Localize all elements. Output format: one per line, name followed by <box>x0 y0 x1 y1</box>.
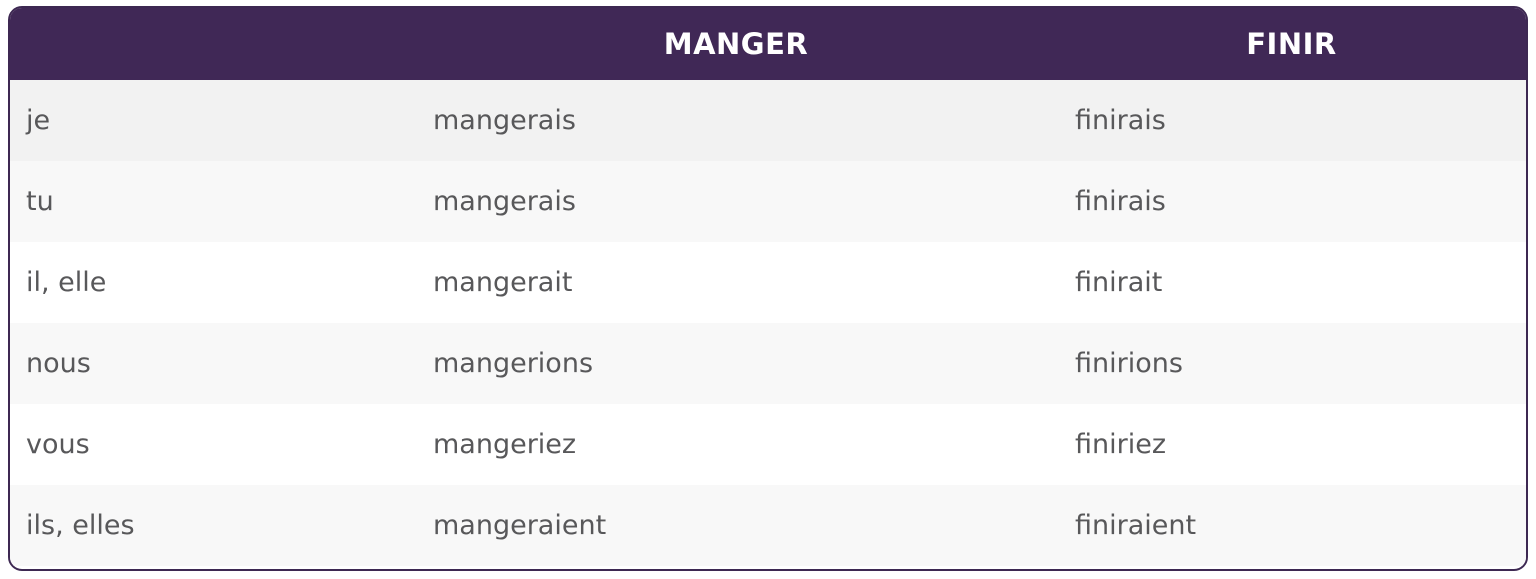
table-row: nous mangerions finirions <box>10 323 1526 404</box>
conjugation-cell: finirait <box>1057 242 1526 323</box>
conjugation-cell: mangeraient <box>415 485 1057 566</box>
conjugation-cell: mangerais <box>415 80 1057 161</box>
pronoun-cell: je <box>10 80 415 161</box>
conjugation-cell: mangerais <box>415 161 1057 242</box>
pronoun-cell: vous <box>10 404 415 485</box>
conjugation-cell: finiriez <box>1057 404 1526 485</box>
header-cell-empty <box>10 8 415 80</box>
conjugation-cell: finirions <box>1057 323 1526 404</box>
table-row: je mangerais finirais <box>10 80 1526 161</box>
table-row: il, elle mangerait finirait <box>10 242 1526 323</box>
pronoun-cell: il, elle <box>10 242 415 323</box>
conjugation-cell: finirais <box>1057 80 1526 161</box>
header-cell: MANGER <box>415 8 1057 80</box>
pronoun-cell: nous <box>10 323 415 404</box>
conjugation-cell: finiraient <box>1057 485 1526 566</box>
header-row: MANGER FINIR <box>10 8 1526 80</box>
table-body: je mangerais finirais tu mangerais finirais il… <box>10 80 1526 566</box>
conjugation-cell: finirais <box>1057 161 1526 242</box>
conjugation-table: MANGER FINIR je mangerais finirais tu manger… <box>8 6 1528 571</box>
table-row: tu mangerais finirais <box>10 161 1526 242</box>
table-row: ils, elles mangeraient finiraient <box>10 485 1526 566</box>
conjugation-cell: mangeriez <box>415 404 1057 485</box>
header-cell: FINIR <box>1057 8 1526 80</box>
table-row: vous mangeriez finiriez <box>10 404 1526 485</box>
pronoun-cell: tu <box>10 161 415 242</box>
conjugation-cell: mangerions <box>415 323 1057 404</box>
table: MANGER FINIR je mangerais finirais tu manger… <box>10 8 1526 566</box>
conjugation-cell: mangerait <box>415 242 1057 323</box>
pronoun-cell: ils, elles <box>10 485 415 566</box>
